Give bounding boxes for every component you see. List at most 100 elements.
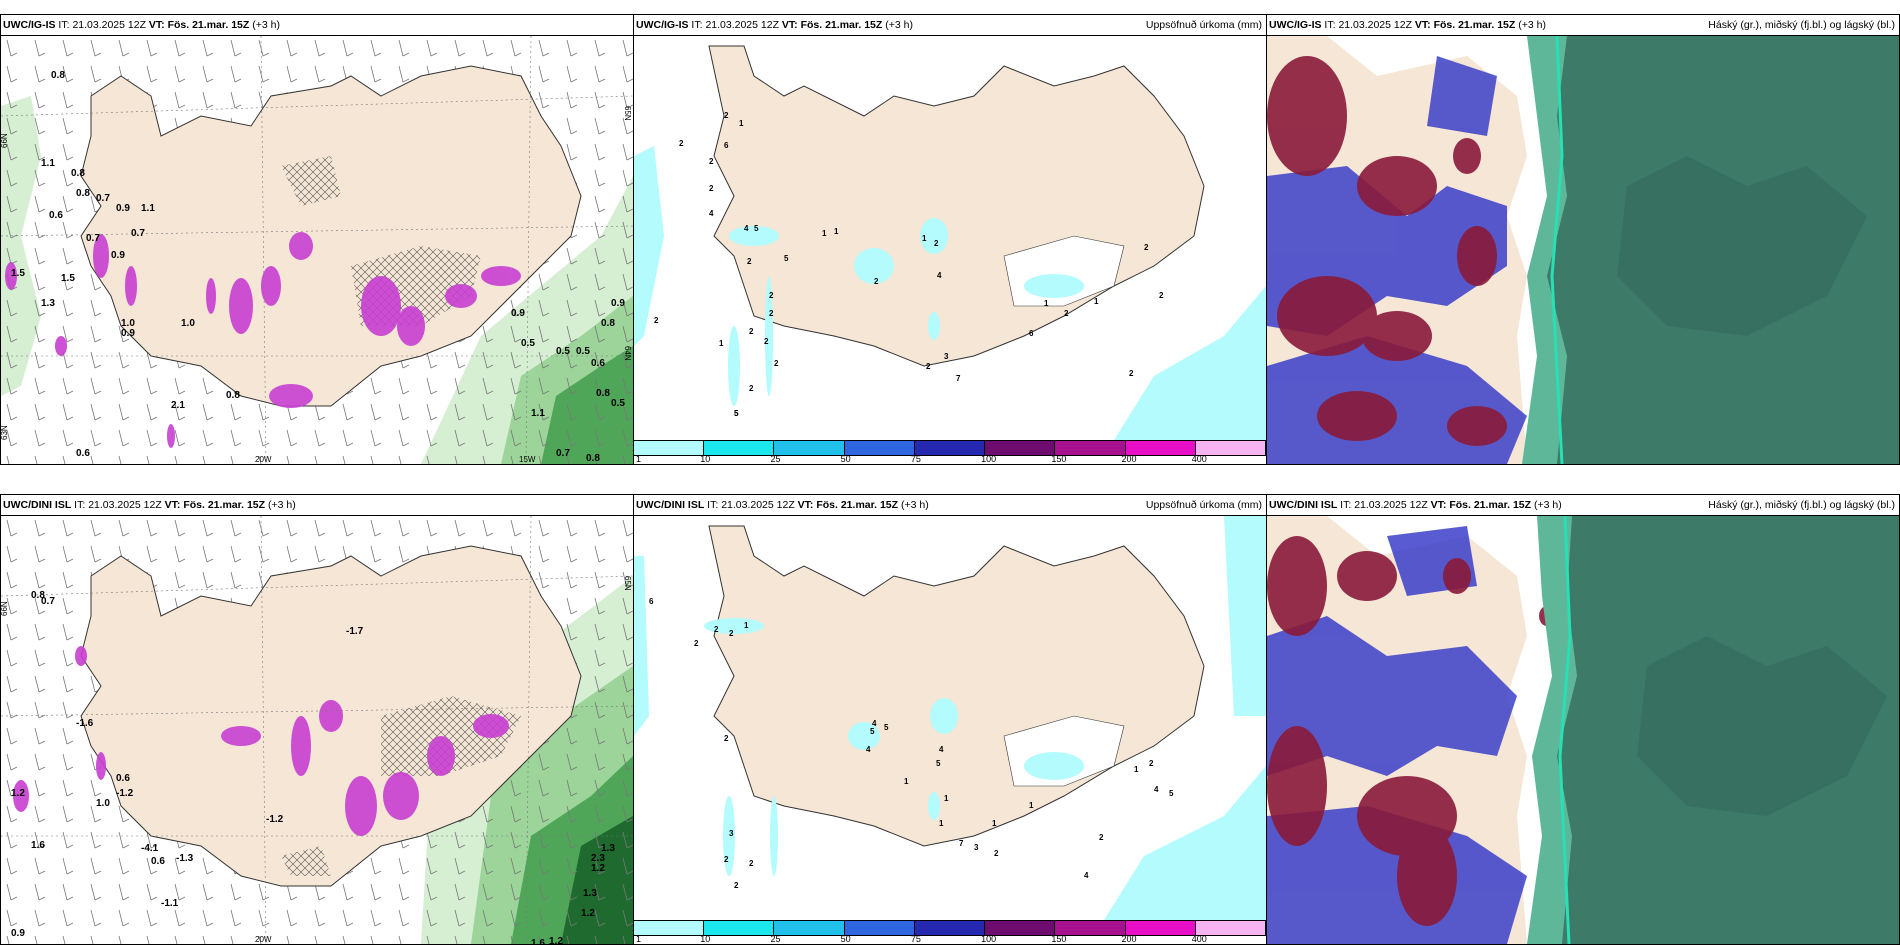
model-name: UWC/IG-IS (3, 19, 56, 31)
wind-value-label: 1.1 (141, 203, 155, 214)
precip-value-label: 2 (709, 184, 714, 193)
legend-tick-label: 10 (700, 934, 711, 944)
precip-value-label: 1 (1094, 297, 1099, 306)
legend-tick-label: 25 (770, 934, 781, 944)
wind-value-label: -1.2 (266, 814, 284, 825)
precip-value-label: 4 (1084, 871, 1089, 880)
legend-tick-label: 25 (770, 454, 781, 464)
init-time: 21.03.2025 12Z (88, 499, 162, 511)
lon-label-15w: 15W (519, 455, 536, 464)
wind-value-label: -4.1 (141, 843, 159, 854)
legend-color-swatch (704, 441, 775, 455)
wind-value-label: 0.6 (76, 448, 90, 459)
precip-value-label: 5 (784, 254, 789, 263)
wind-value-label: 2.3 (591, 853, 605, 864)
it-label: IT: (1340, 499, 1352, 511)
wind-value-label: 0.8 (226, 390, 240, 401)
precip-value-label: 4 (866, 745, 871, 754)
wind-value-label: -1.3 (176, 853, 194, 864)
panel-header: UWC/DINI ISL IT: 21.03.2025 12Z VT: Fös.… (634, 495, 1266, 516)
legend-color-swatch (844, 921, 915, 935)
precip-value-label: 2 (709, 157, 714, 166)
lat-label-64: 64N (623, 346, 632, 361)
legend-tick-label: 200 (1121, 934, 1137, 944)
init-time: 21.03.2025 12Z (705, 19, 779, 31)
wind-value-label: -1.2 (116, 788, 134, 799)
precip-legend: 1 10 25 50 75 100 150 200 400 (634, 440, 1266, 464)
legend-color-bar (634, 440, 1266, 456)
init-time: 21.03.2025 12Z (1354, 499, 1428, 511)
forecast-step: (+3 h) (267, 499, 296, 511)
vt-label: VT: (1414, 19, 1431, 31)
precip-value-label: 1 (739, 119, 744, 128)
legend-tick-label: 400 (1191, 934, 1207, 944)
wind-value-label: 1.1 (531, 408, 545, 419)
forecast-step: (+3 h) (885, 19, 913, 31)
valid-time: Fös. 21.mar. 15Z (167, 19, 250, 31)
precip-value-label: 6 (649, 597, 654, 606)
precip-value-label: 2 (749, 384, 754, 393)
vt-label: VT: (781, 19, 798, 31)
vt-label: VT: (797, 499, 814, 511)
forecast-step: (+3 h) (1533, 499, 1562, 511)
legend-color-swatch (914, 921, 986, 935)
model-name: UWC/DINI ISL (1269, 499, 1338, 511)
cloud-panel-top: UWC/IG-IS IT: 21.03.2025 12Z VT: Fös. 21… (1266, 14, 1900, 465)
wind-value-label: 1.3 (41, 298, 55, 309)
precip-value-label: 1 (944, 794, 949, 803)
panel-header: UWC/IG-IS IT: 21.03.2025 12Z VT: Fös. 21… (634, 15, 1266, 36)
precip-value-label: 2 (747, 257, 752, 266)
wind-value-label: 0.9 (11, 928, 25, 939)
wind-value-label: 0.8 (601, 318, 615, 329)
precip-value-label: 2 (724, 734, 729, 743)
wind-value-label: 0.9 (121, 328, 135, 339)
wind-values: 0.81.10.80.70.60.70.9 1.10.71.00.91.51.31… (11, 70, 625, 464)
precip-value-label: 2 (1129, 369, 1134, 378)
valid-time: Fös. 21.mar. 15Z (800, 19, 883, 31)
wind-value-label: 0.8 (76, 188, 90, 199)
precip-value-label: 7 (956, 374, 961, 383)
legend-color-swatch (1125, 921, 1196, 935)
legend-tick-label: 50 (840, 454, 851, 464)
legend-tick-label: 200 (1121, 454, 1137, 464)
precip-value-label: 2 (1099, 833, 1104, 842)
precip-value-label: 5 (734, 409, 739, 418)
precip-value-label: 3 (974, 843, 979, 852)
wind-value-label: 1.3 (601, 843, 615, 854)
legend-color-swatch (774, 921, 845, 935)
wind-value-label: 0.6 (49, 210, 63, 221)
wind-value-label: 0.9 (611, 298, 625, 309)
lat-label-65: 65N (623, 106, 632, 121)
wind-value-label: 0.7 (41, 596, 55, 607)
precip-value-label: 2 (774, 359, 779, 368)
vt-label: VT: (1430, 499, 1447, 511)
precip-value-label: 2 (694, 639, 699, 648)
legend-color-swatch (985, 441, 1056, 455)
wind-value-label: 0.5 (556, 346, 570, 357)
legend-color-swatch (1195, 441, 1266, 455)
legend-color-bar (634, 920, 1266, 936)
wind-panel-top: UWC/IG-IS IT: 21.03.2025 12Z VT: Fös. 21… (0, 14, 634, 465)
lon-label-20w: 20W (255, 935, 272, 944)
model-name: UWC/IG-IS (1269, 19, 1322, 31)
precip-title: Uppsöfnuð úrkoma (mm) (1145, 19, 1262, 31)
model-name: UWC/DINI ISL (636, 499, 705, 511)
precip-value-label: 4 (1154, 785, 1159, 794)
cloud-title: Háský (gr.), miðský (fj.bl.) og lágský (… (1708, 499, 1895, 511)
lon-label-20w: 20W (255, 455, 272, 464)
legend-tick-label: 1 (636, 454, 642, 464)
lat-label-63: 63N (1, 425, 9, 440)
model-name: UWC/IG-IS (636, 19, 689, 31)
precip-value-label: 2 (1064, 309, 1069, 318)
precip-value-label: 1 (1134, 765, 1139, 774)
init-time: 21.03.2025 12Z (1338, 19, 1412, 31)
panel-header: UWC/DINI ISL IT: 21.03.2025 12Z VT: Fös.… (1, 495, 633, 516)
precip-value-label: 2 (729, 629, 734, 638)
wind-value-label: 1.3 (583, 888, 597, 899)
legend-color-swatch (1125, 441, 1196, 455)
wind-value-label: 0.8 (51, 70, 65, 81)
legend-tick-label: 400 (1191, 454, 1207, 464)
wind-value-label: 1.6 (531, 938, 545, 944)
precip-value-label: 2 (714, 625, 719, 634)
